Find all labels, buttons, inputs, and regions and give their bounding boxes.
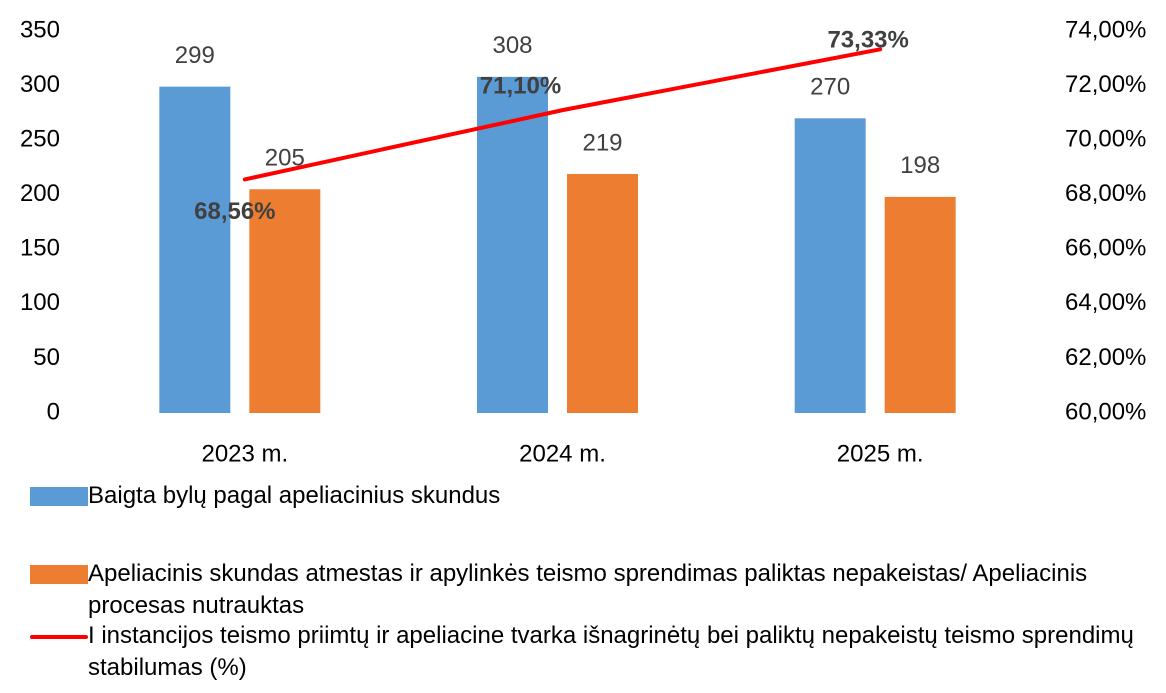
x-tick-label: 2024 m.: [519, 440, 606, 467]
line: [242, 47, 883, 182]
legend-label: I instancijos teismo priimtų ir apeliaci…: [88, 622, 1134, 681]
y2-tick-label: 72,00%: [1065, 71, 1146, 98]
legend-item: I instancijos teismo priimtų ir apeliaci…: [30, 620, 1155, 684]
line-value-label: 68,56%: [194, 198, 275, 225]
legend-swatch: [30, 635, 88, 639]
y-tick-label: 250: [20, 125, 60, 152]
y2-tick-label: 70,00%: [1065, 125, 1146, 152]
line-value-label: 73,33%: [827, 27, 908, 54]
legend-label: Baigta bylų pagal apeliacinius skundus: [88, 482, 501, 509]
bar-value-label: 219: [582, 129, 622, 156]
y2-tick-label: 68,00%: [1065, 180, 1146, 207]
x-tick-label: 2025 m.: [837, 440, 924, 467]
chart: 0 50 100 150 200 250 300 350 60,00% 62,00% 64,00% 6…: [20, 16, 1146, 467]
bar-value-label: 308: [492, 32, 532, 59]
legend-item: Apeliacinis skundas atmestas ir apylinkė…: [30, 558, 1155, 622]
bar: [159, 86, 231, 414]
x-tick-label: 2023 m.: [201, 440, 288, 467]
legend-item: Baigta bylų pagal apeliacinius skundus: [30, 480, 1155, 512]
line-value-label: 71,10%: [480, 72, 561, 99]
y-tick-label: 150: [20, 235, 60, 262]
y2-tick-label: 60,00%: [1065, 398, 1146, 425]
y2-tick-label: 66,00%: [1065, 235, 1146, 262]
y-tick-label: 100: [20, 289, 60, 316]
bar: [884, 196, 956, 413]
legend-swatch: [30, 565, 88, 584]
y2-tick-label: 64,00%: [1065, 289, 1146, 316]
y-tick-label: 200: [20, 180, 60, 207]
y-tick-label: 300: [20, 71, 60, 98]
bar-value-label: 270: [810, 74, 850, 101]
y-tick-label: 0: [47, 398, 60, 425]
legend-swatch: [30, 487, 88, 506]
bar: [794, 118, 866, 414]
bar: [567, 173, 638, 413]
bar: [249, 189, 321, 413]
legend-label: Apeliacinis skundas atmestas ir apylinkė…: [88, 560, 1088, 619]
bar: [477, 76, 548, 413]
bar-value-label: 299: [175, 42, 215, 69]
y-tick-label: 350: [20, 16, 60, 43]
bar-value-label: 198: [900, 152, 940, 179]
y-tick-label: 50: [33, 344, 60, 371]
y2-tick-label: 74,00%: [1065, 16, 1146, 43]
y2-tick-label: 62,00%: [1065, 344, 1146, 371]
